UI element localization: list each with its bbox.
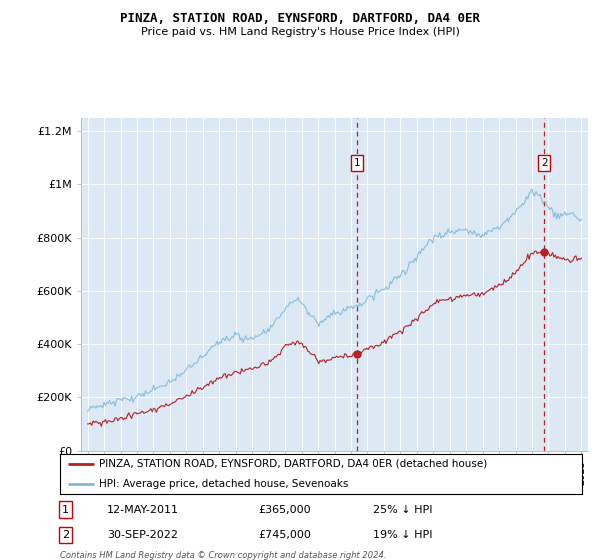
Text: 19% ↓ HPI: 19% ↓ HPI (373, 530, 433, 540)
Point (352, 349, 362, 358)
Text: PINZA, STATION ROAD, EYNSFORD, DARTFORD, DA4 0ER: PINZA, STATION ROAD, EYNSFORD, DARTFORD,… (120, 12, 480, 25)
Text: 12-MAY-2011: 12-MAY-2011 (107, 505, 179, 515)
Text: HPI: Average price, detached house, Sevenoaks: HPI: Average price, detached house, Seve… (99, 479, 349, 489)
Text: £365,000: £365,000 (259, 505, 311, 515)
Text: 1: 1 (62, 505, 69, 515)
Text: 2: 2 (541, 158, 548, 168)
Text: Contains HM Land Registry data © Crown copyright and database right 2024.
This d: Contains HM Land Registry data © Crown c… (60, 551, 386, 560)
Text: PINZA, STATION ROAD, EYNSFORD, DARTFORD, DA4 0ER (detached house): PINZA, STATION ROAD, EYNSFORD, DARTFORD,… (99, 459, 487, 469)
Text: 25% ↓ HPI: 25% ↓ HPI (373, 505, 433, 515)
Text: £745,000: £745,000 (259, 530, 311, 540)
Text: 30-SEP-2022: 30-SEP-2022 (107, 530, 178, 540)
Point (539, 248, 549, 256)
Text: 1: 1 (354, 158, 361, 168)
Text: Price paid vs. HM Land Registry's House Price Index (HPI): Price paid vs. HM Land Registry's House … (140, 27, 460, 37)
Text: 2: 2 (62, 530, 69, 540)
